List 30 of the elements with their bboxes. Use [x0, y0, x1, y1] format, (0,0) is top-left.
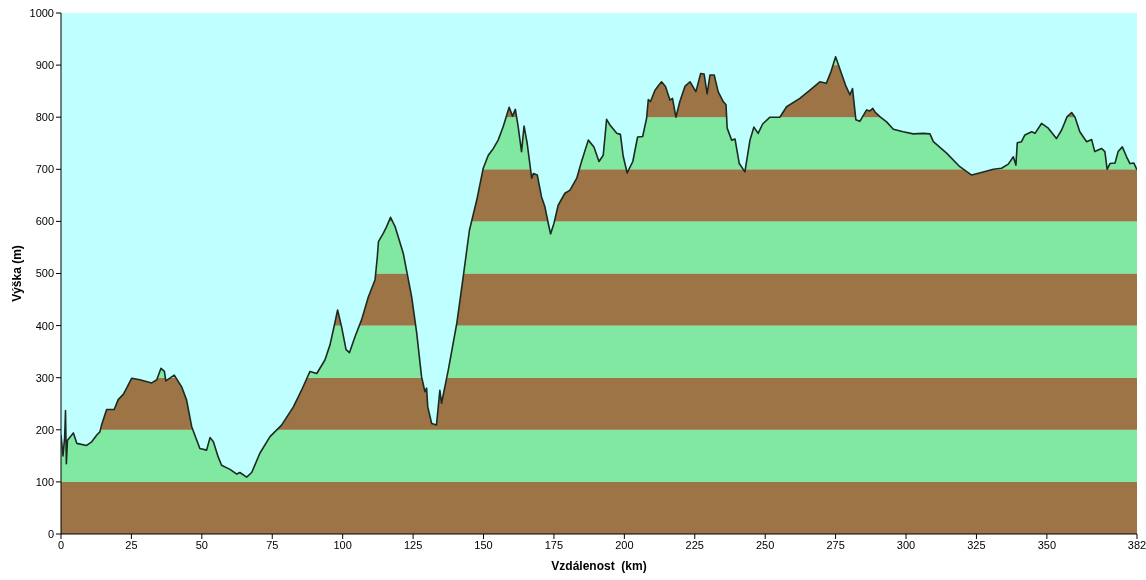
x-tick-label: 325 [967, 538, 986, 551]
x-tick-label: 250 [756, 538, 775, 551]
y-tick-label: 200 [35, 423, 54, 436]
x-tick-label: 0 [57, 538, 65, 551]
y-tick-label: 700 [35, 163, 54, 176]
y-tick-label: 600 [35, 215, 54, 228]
y-tick-label: 400 [35, 319, 54, 332]
x-tick-label: 382 [1127, 538, 1146, 551]
x-tick-label: 75 [266, 538, 279, 551]
x-tick-label: 200 [615, 538, 634, 551]
x-tick-label: 225 [685, 538, 704, 551]
line-series [61, 55, 1137, 479]
x-axis-title: Vzdálenost (km) [551, 559, 647, 573]
x-tick-label: 350 [1037, 538, 1057, 551]
y-axis-title: Výška (m) [10, 245, 24, 302]
y-tick-label: 900 [35, 59, 54, 71]
y-tick-label: 500 [35, 267, 54, 280]
x-tick-label: 300 [896, 538, 916, 551]
x-tick-label: 175 [544, 538, 564, 551]
y-tick-label: 100 [35, 475, 54, 488]
x-tick-label: 100 [333, 538, 352, 551]
x-tick-label: 50 [195, 538, 208, 551]
x-tick-label: 25 [125, 538, 138, 551]
x-tick-label: 125 [403, 538, 423, 551]
y-tick-label: 300 [35, 371, 54, 384]
x-tick-label: 150 [474, 538, 493, 551]
y-tick-label: 1000 [29, 6, 54, 19]
y-tick-label: 0 [47, 527, 54, 540]
y-tick-label: 800 [35, 111, 54, 124]
x-tick-label: 275 [826, 538, 845, 551]
